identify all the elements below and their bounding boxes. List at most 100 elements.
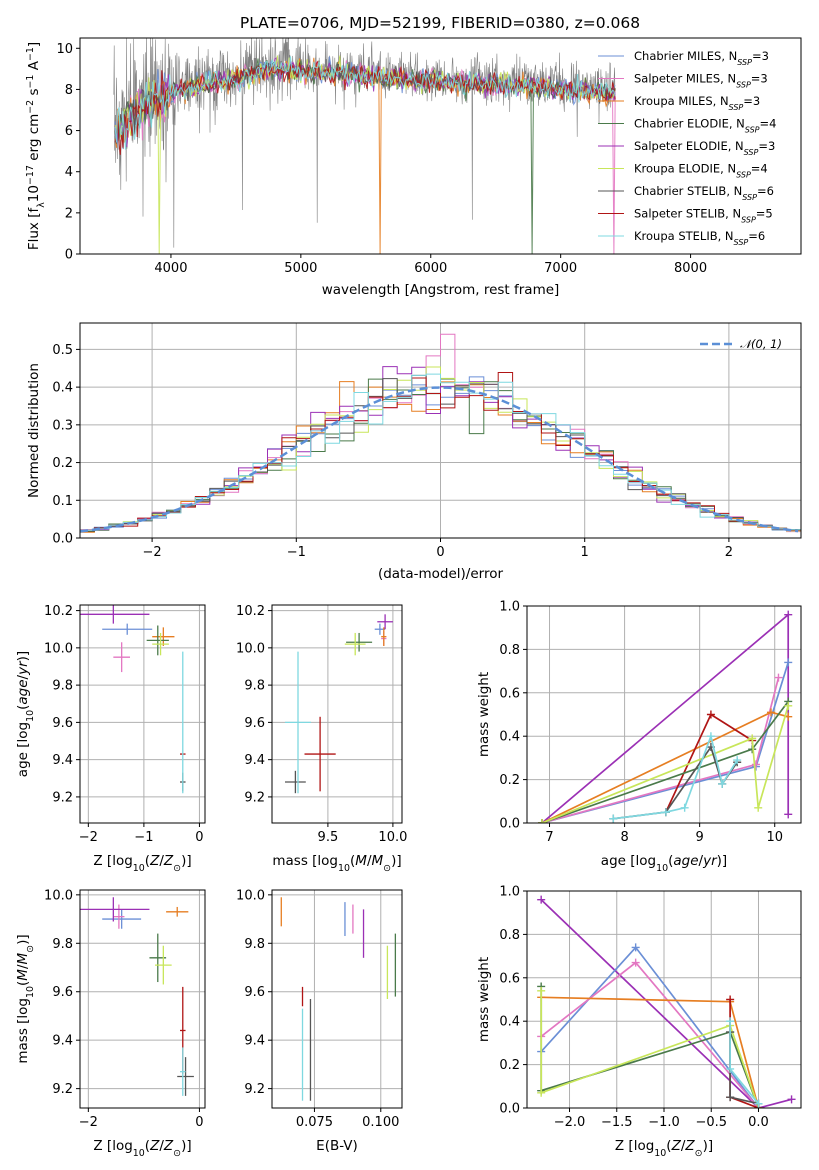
- y-tick-label: 6: [65, 124, 73, 139]
- y-tick-label: 10: [56, 42, 73, 57]
- x-tick-label: 1: [581, 545, 589, 560]
- x-tick-label: 4000: [154, 261, 187, 276]
- x-tick-label: 0: [195, 1115, 203, 1130]
- axes-frame: [271, 604, 403, 824]
- weight-marker: [537, 1088, 546, 1097]
- legend-entry: Salpeter STELIB, NSSP=5: [634, 207, 773, 225]
- axis-decorations: −2 0 9.2 9.4 9.6 9.8 10.0 Z [log10(Z/Z⊙)] mass […: [15, 888, 206, 1159]
- errorbar-salpeter-elodie: [377, 614, 393, 630]
- plot-area: [537, 895, 796, 1108]
- errorbar-kroupa-elodie: [152, 632, 169, 656]
- x-tick-label: 0.075: [296, 1115, 333, 1130]
- y-tick-label: 0.6: [499, 971, 520, 986]
- axes-frame: [79, 322, 802, 539]
- y-axis-label: Normed distribution: [26, 363, 42, 498]
- errorbar-chabrier-elodie: [146, 625, 169, 656]
- errorbar-kroupa-elodie: [344, 632, 366, 656]
- legend-entry: Chabrier ELODIE, NSSP=4: [634, 117, 776, 135]
- y-tick-label: 1.0: [499, 600, 520, 615]
- weight-marker: [631, 943, 640, 952]
- weight-marker: [706, 732, 715, 741]
- weight-marker: [718, 779, 727, 788]
- y-tick-label: 0.2: [499, 773, 520, 788]
- x-tick-label: 7: [545, 830, 553, 845]
- age-vs-mass-panel: 9.5 10.0 9.2 9.4 9.6 9.8 10.0 10.2 mass [log10(M…: [236, 604, 407, 873]
- x-tick-label: 8000: [674, 261, 707, 276]
- y-tick-label: 0.2: [52, 456, 73, 471]
- x-tick-label: 10.0: [378, 830, 407, 845]
- weight-marker: [787, 1095, 796, 1104]
- axis-decorations: 4000 5000 6000 7000 8000 0 2 4 6 8 10 wavelength [A…: [25, 37, 802, 298]
- weight-line: [540, 899, 792, 1108]
- x-tick-label: 0: [436, 545, 444, 560]
- grid: [272, 890, 402, 1108]
- y-tick-label: 9.6: [52, 716, 73, 731]
- legend-entry: Chabrier MILES, NSSP=3: [634, 49, 769, 67]
- axis-decorations: 7 8 9 10 0.0 0.2 0.4 0.6 0.8 1.0 age [log10(age/yr…: [476, 600, 802, 874]
- axis-decorations: 0.075 0.100 9.2 9.4 9.6 9.8 10.0 E(B-V): [236, 888, 403, 1154]
- axis-decorations: −2.0 −1.5 −1.0 −0.5 0.0 0.0 0.2 0.4 0.6 0.8 1.0 Z […: [476, 885, 802, 1159]
- y-tick-label: 0.0: [52, 532, 73, 547]
- y-tick-label: 10.0: [44, 641, 73, 656]
- histogram-salpeter-stelib: [80, 372, 801, 532]
- y-tick-label: 0.4: [499, 730, 520, 745]
- x-axis-label: Z [log10(Z/Z⊙)]: [615, 1138, 713, 1159]
- errorbar-kroupa-miles: [152, 627, 175, 646]
- x-axis-label: Z [log10(Z/Z⊙)]: [93, 853, 191, 874]
- y-tick-label: 9.2: [52, 1082, 73, 1097]
- y-axis-label: Flux [fλ10−17 erg cm−2 s−1 A−1]: [25, 42, 47, 250]
- plot-area: [280, 897, 397, 1101]
- y-axis-label: mass weight: [476, 957, 492, 1042]
- x-axis-label: (data-model)/error: [378, 566, 504, 582]
- y-tick-label: 9.6: [52, 985, 73, 1000]
- plot-area: [538, 610, 793, 823]
- weight-marker: [537, 986, 546, 995]
- legend-entry: Salpeter MILES, NSSP=3: [634, 72, 768, 90]
- x-tick-label: −1.5: [601, 1115, 633, 1130]
- legend-entry: Salpeter ELODIE, NSSP=3: [634, 139, 775, 157]
- x-tick-label: 7000: [544, 261, 577, 276]
- weight-series-kroupa-stelib: [609, 732, 742, 823]
- x-tick-label: −2: [79, 830, 98, 845]
- y-tick-label: 9.2: [244, 790, 265, 805]
- axis-decorations: 9.5 10.0 9.2 9.4 9.6 9.8 10.0 10.2 mass [log10(M…: [236, 604, 407, 873]
- errorbar-chabrier-stelib: [177, 1057, 194, 1096]
- weight-line: [540, 990, 760, 1108]
- weight-marker: [538, 819, 547, 823]
- errorbar-chabrier-miles: [102, 909, 142, 929]
- plot-area: [80, 333, 801, 533]
- y-tick-label: 10.0: [44, 888, 73, 903]
- y-tick-label: 0.5: [52, 343, 73, 358]
- errorbar-chabrier-stelib: [285, 770, 306, 794]
- axes-frame: [79, 604, 206, 824]
- data-spectrum: [113, 38, 616, 248]
- weight-marker: [706, 710, 715, 719]
- y-tick-label: 0.2: [499, 1058, 520, 1073]
- y-tick-label: 0.3: [52, 418, 73, 433]
- errorbar-chabrier-elodie: [346, 632, 373, 652]
- x-axis-label: age [log10(age/yr)]: [601, 853, 727, 874]
- weight-line: [541, 705, 790, 823]
- weight-marker: [661, 808, 670, 817]
- weight-marker: [609, 814, 618, 823]
- grid: [80, 605, 205, 823]
- y-tick-label: 9.4: [244, 753, 265, 768]
- y-tick-label: 9.2: [244, 1082, 265, 1097]
- errorbar-salpeter-miles: [113, 642, 130, 673]
- x-axis-label: Z [log10(Z/Z⊙)]: [93, 1138, 191, 1159]
- x-tick-label: −0.5: [695, 1115, 727, 1130]
- y-tick-label: 9.2: [52, 790, 73, 805]
- y-tick-label: 10.0: [236, 641, 265, 656]
- figure-title: PLATE=0706, MJD=52199, FIBERID=0380, z=0…: [240, 14, 640, 32]
- y-tick-label: 2: [65, 206, 73, 221]
- weight-marker: [726, 995, 735, 1004]
- weight-series-kroupa-elodie: [538, 701, 793, 823]
- x-tick-label: 2: [725, 545, 733, 560]
- x-axis-label: mass [log10(M/M⊙)]: [272, 853, 401, 874]
- weight-marker: [751, 760, 760, 769]
- x-tick-label: 6000: [414, 261, 447, 276]
- errorbar-salpeter-elodie: [80, 897, 150, 922]
- axis-decorations: −2 −1 0 9.2 9.4 9.6 9.8 10.0 10.2 Z [log10(Z/Z⊙)]…: [15, 604, 206, 874]
- x-tick-label: 0: [195, 830, 203, 845]
